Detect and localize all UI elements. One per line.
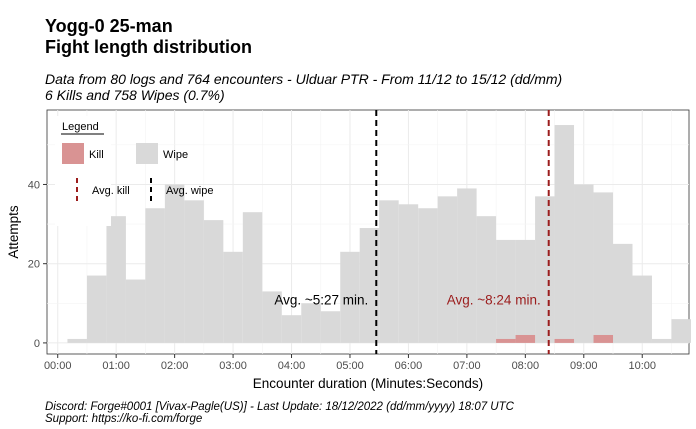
- kill-bar: [593, 334, 614, 343]
- y-axis-ticks: 0 20 40: [28, 179, 47, 350]
- wipe-bar: [535, 196, 555, 343]
- wipe-bar: [125, 279, 146, 343]
- kill-bar: [554, 338, 575, 343]
- wipe-bar: [476, 216, 497, 343]
- legend-avg-wipe-label: Avg. wipe: [166, 185, 214, 197]
- wipe-bar: [418, 208, 438, 343]
- legend-kill-label: Kill: [89, 149, 104, 161]
- wipe-bar: [496, 239, 516, 343]
- legend-avg-kill-label: Avg. kill: [92, 185, 130, 197]
- x-tick-label: 08:00: [512, 360, 540, 372]
- x-tick-label: 02:00: [161, 360, 189, 372]
- wipe-bar: [262, 291, 282, 343]
- chart-subtitle-line-1: Data from 80 logs and 764 encounters - U…: [45, 71, 563, 87]
- legend: Legend Kill Wipe Avg. kill Avg. wipe: [55, 116, 214, 226]
- chart-title-line-1: Yogg-0 25-man: [45, 16, 173, 36]
- x-tick-label: 09:00: [570, 360, 598, 372]
- reference-label: Avg. ~5:27 min.: [274, 292, 368, 307]
- wipe-bar: [203, 220, 224, 343]
- wipe-bar: [613, 243, 633, 343]
- wipe-bars: [67, 125, 691, 343]
- reference-lines: [375, 110, 550, 354]
- wipe-bar: [340, 251, 360, 343]
- wipe-bar: [320, 311, 341, 343]
- wipe-bar: [457, 188, 477, 343]
- wipe-bar: [437, 196, 458, 343]
- x-axis-ticks: 00:00 01:00 02:00 03:00 04:00 05:00 06:00 07:00…: [44, 354, 656, 372]
- wipe-bar: [145, 208, 165, 343]
- wipe-bar: [86, 275, 107, 343]
- wipe-bar: [359, 228, 380, 343]
- wipe-bar: [184, 200, 204, 343]
- chart-title-line-2: Fight length distribution: [45, 37, 252, 57]
- kill-bar: [496, 338, 516, 343]
- legend-wipe-swatch: [136, 143, 158, 164]
- wipe-bar: [301, 303, 321, 343]
- x-tick-label: 03:00: [219, 360, 247, 372]
- footer-caption-line-1: Discord: Forge#0001 [Vivax-Pagle(US)] - …: [45, 401, 514, 413]
- x-tick-label: 00:00: [44, 360, 72, 372]
- kill-bars: [496, 334, 614, 343]
- x-tick-label: 10:00: [628, 360, 656, 372]
- wipe-bar: [398, 204, 419, 343]
- x-tick-label: 04:00: [278, 360, 306, 372]
- legend-wipe-label: Wipe: [163, 149, 188, 161]
- x-tick-label: 07:00: [453, 360, 481, 372]
- wipe-bar: [651, 338, 672, 343]
- legend-kill-swatch: [62, 143, 84, 164]
- wipe-bar: [164, 184, 185, 343]
- y-tick-label: 40: [28, 179, 40, 191]
- wipe-bar: [671, 319, 691, 343]
- wipe-bar: [106, 216, 126, 343]
- y-tick-label: 0: [34, 338, 40, 350]
- wipe-bar: [574, 184, 594, 343]
- reference-label: Avg. ~8:24 min.: [447, 292, 541, 307]
- wipe-bar: [379, 200, 399, 343]
- y-tick-label: 20: [28, 259, 40, 271]
- x-tick-label: 06:00: [395, 360, 423, 372]
- wipe-bar: [593, 192, 614, 343]
- chart-subtitle-line-2: 6 Kills and 758 Wipes (0.7%): [45, 87, 225, 103]
- wipe-bar: [632, 275, 652, 343]
- y-axis-title: Attempts: [6, 205, 21, 259]
- legend-title: Legend: [62, 121, 99, 133]
- wipe-bar: [515, 239, 536, 343]
- wipe-bar: [281, 315, 302, 343]
- x-tick-label: 01:00: [102, 360, 130, 372]
- footer-caption-line-2: Support: https://ko-fi.com/forge: [45, 413, 203, 425]
- x-axis-title: Encounter duration (Minutes:Seconds): [253, 376, 483, 391]
- wipe-bar: [554, 125, 575, 343]
- wipe-bar: [67, 338, 87, 343]
- wipe-bar: [242, 212, 263, 343]
- wipe-bar: [223, 251, 243, 343]
- x-tick-label: 05:00: [336, 360, 364, 372]
- kill-bar: [515, 334, 536, 343]
- reference-labels: Avg. ~5:27 min. Avg. ~8:24 min.: [274, 292, 540, 307]
